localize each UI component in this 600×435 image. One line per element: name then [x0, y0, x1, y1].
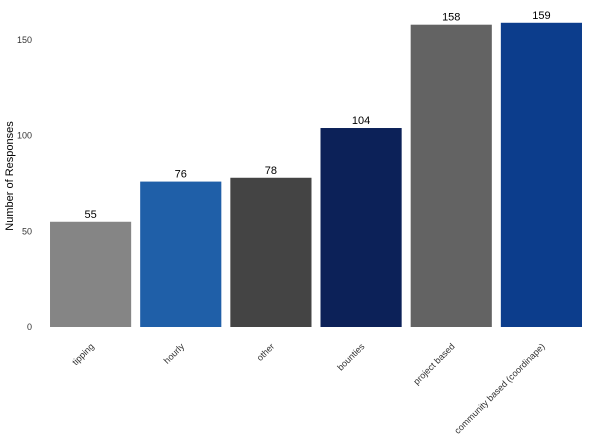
x-tick-label: other	[255, 341, 277, 363]
x-tick-label: hourly	[162, 341, 187, 366]
y-tick-label: 150	[17, 35, 32, 45]
value-label: 76	[175, 169, 187, 181]
bar	[230, 177, 312, 327]
y-tick-label: 100	[17, 131, 32, 141]
y-axis-label: Number of Responses	[4, 121, 16, 231]
value-label: 159	[532, 10, 550, 22]
value-label: 104	[352, 115, 370, 127]
bar	[50, 221, 132, 327]
y-tick-label: 0	[27, 322, 32, 332]
x-tick-label: bounties	[335, 341, 366, 372]
x-tick-label: project based	[411, 341, 456, 386]
x-tick-label: community based (coordinape)	[452, 341, 546, 435]
value-label: 78	[265, 165, 277, 177]
value-label: 55	[84, 209, 96, 221]
x-tick-label: tipping	[70, 341, 96, 367]
bar	[410, 24, 492, 328]
bar	[140, 181, 222, 327]
bar	[500, 22, 582, 328]
value-label: 158	[442, 12, 460, 24]
bar	[320, 128, 402, 327]
y-tick-label: 50	[22, 226, 32, 236]
